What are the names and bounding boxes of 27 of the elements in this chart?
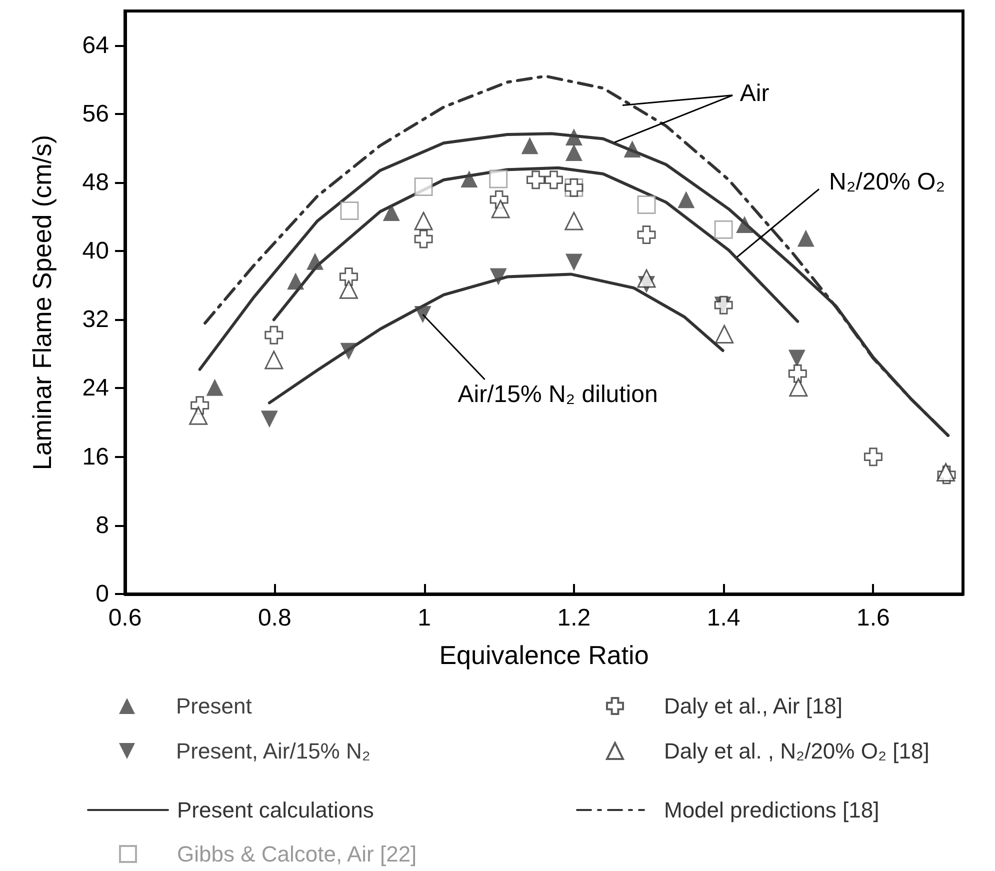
legend-label: Daly et al., Air [18] [664,694,843,718]
x-axis-title: Equivalence Ratio [439,640,649,670]
y-tick-label: 24 [82,374,109,402]
y-tick-label: 48 [82,168,109,196]
x-tick-label: 1.6 [856,604,890,632]
y-tick-label: 0 [96,580,109,608]
x-tick-label: 1 [418,604,431,632]
x-tick-label: 1.4 [706,604,740,632]
x-tick-label: 1.2 [557,604,591,632]
legend-label: Present, Air/15% N₂ [176,738,370,764]
y-tick-label: 40 [82,238,109,265]
legend-label: Gibbs & Calcote, Air [22] [177,842,417,866]
y-tick-label: 16 [82,443,109,470]
y-tick-label: 8 [96,512,109,539]
x-tick-label: 0.8 [258,604,292,632]
legend-label: Model predictions [18] [664,798,880,822]
legend-label: Present calculations [177,798,374,822]
y-axis-title: Laminar Flame Speed (cm/s) [27,134,57,470]
annotation: Air/15% N₂ dilution [458,381,658,408]
y-tick-label: 56 [82,100,109,128]
y-tick-label: 64 [82,32,109,59]
legend-label: Daly et al. , N₂/20% O₂ [18] [664,738,930,764]
annotation: Air [740,80,770,107]
legend-label: Present [176,694,252,718]
y-tick-label: 32 [82,306,109,334]
annotation: N₂/20% O₂ [829,168,946,196]
x-tick-label: 0.6 [108,604,142,632]
